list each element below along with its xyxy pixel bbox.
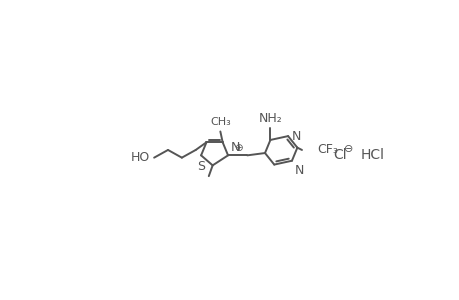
Text: CH₃: CH₃ — [209, 117, 230, 127]
Text: N: N — [230, 141, 240, 154]
Text: ⊕: ⊕ — [233, 143, 242, 153]
Text: S: S — [196, 160, 205, 173]
Text: N: N — [291, 130, 301, 142]
Text: HO: HO — [130, 151, 149, 164]
Text: HCl: HCl — [360, 148, 384, 162]
Text: NH₂: NH₂ — [258, 112, 282, 125]
Text: ⊖: ⊖ — [343, 144, 353, 154]
Text: Cl: Cl — [332, 148, 346, 162]
Text: N: N — [294, 164, 304, 177]
Text: CF₃: CF₃ — [317, 143, 337, 157]
